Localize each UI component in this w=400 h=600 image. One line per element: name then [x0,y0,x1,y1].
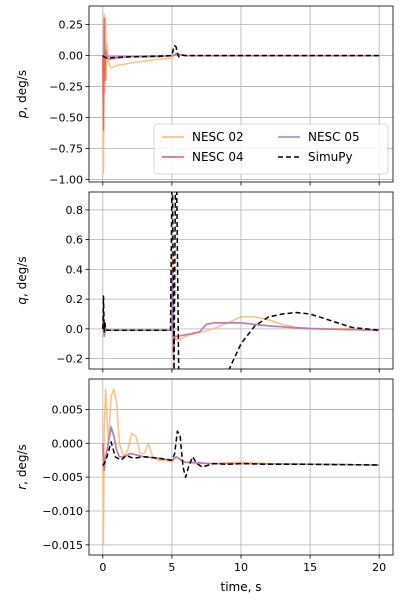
y-tick-label: 0.25 [59,19,84,32]
series-line-simupy [102,192,380,369]
series-line-nesc-05 [102,53,380,58]
y-tick-label: 0.0 [66,323,84,336]
y-tick-label: 0.2 [66,293,84,306]
legend-entry: SimuPy [308,150,353,164]
panel-r: 0 5 10 15 20 0.005 0.000 −0.005 −0.010 −0.015 r, d… [15,378,394,574]
y-tick-label: 0.005 [52,403,84,416]
y-tick-label: 0.000 [52,437,84,450]
y-axis-label: p, deg/s [15,70,29,119]
panel-q: 0.8 0.6 0.4 0.2 0.0 −0.2 q, deg/s [15,191,394,373]
y-tick-label: −0.25 [49,81,83,94]
x-tick-label: 20 [372,561,386,574]
y-tick-label: −0.005 [42,471,83,484]
x-tick-label: 15 [303,561,317,574]
y-tick-label: −0.010 [42,505,83,518]
y-tick-label: 0.6 [66,234,84,247]
x-tick-label: 10 [234,561,248,574]
legend-entry: NESC 04 [192,150,244,164]
y-tick-label: −1.00 [49,174,83,187]
x-tick-label: 0 [99,561,106,574]
legend-entry: NESC 02 [192,130,244,144]
series-line-simupy [102,430,380,478]
y-tick-label: −0.75 [49,143,83,156]
y-tick-label: −0.2 [56,353,83,366]
x-tick-label: 5 [168,561,175,574]
series-line-simupy [102,44,380,59]
legend: NESC 02 NESC 04 NESC 05 SimuPy [153,123,389,175]
x-axis-label: time, s [221,580,262,594]
y-axis-label: q, deg/s [15,256,29,304]
y-tick-label: −0.015 [42,539,83,552]
legend-entry: NESC 05 [308,130,360,144]
y-axis-label: r, deg/s [15,444,29,489]
y-tick-label: 0.4 [66,263,84,276]
y-tick-label: 0.00 [59,50,84,63]
y-tick-label: −0.50 [49,112,83,125]
y-tick-label: 0.8 [66,204,84,217]
legend-box [153,123,389,175]
